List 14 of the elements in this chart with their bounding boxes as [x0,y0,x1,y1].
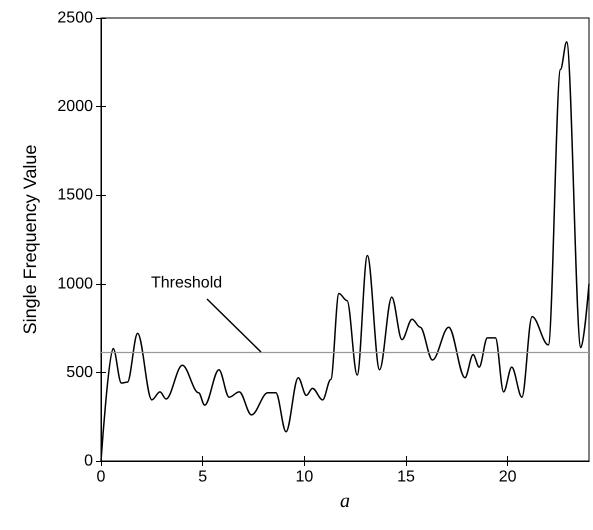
ref-line-label: Threshold [151,274,222,292]
y-axis-title: Single Frequency Value [20,144,40,334]
y-tick-label: 500 [66,364,94,381]
y-tick-label: 1500 [57,186,94,204]
x-axis-title: a [340,490,350,512]
x-tick-label: 10 [295,468,314,486]
y-tick-label: 1000 [57,275,94,292]
y-tick-label: 0 [84,452,94,470]
x-tick-label: 0 [96,468,106,486]
y-tick-label: 2000 [57,98,94,116]
x-tick-label: 5 [198,468,208,486]
y-tick-label: 2500 [57,10,94,26]
x-tick-label: 15 [397,468,415,486]
x-tick-label: 20 [498,468,517,486]
